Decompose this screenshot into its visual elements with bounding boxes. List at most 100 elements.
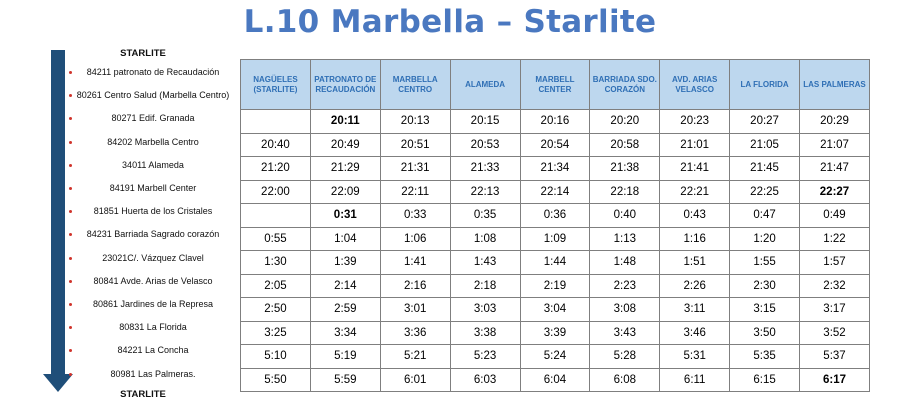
time-cell: 1:16 [659,226,731,251]
time-cell: 22:13 [449,179,521,204]
time-cell: 2:05 [240,273,311,298]
time-cell: 21:29 [309,156,381,181]
time-cell: 1:43 [449,250,521,275]
time-cell: 1:55 [729,250,800,275]
route-stop-label: 34011 Alameda [122,159,184,170]
time-cell: 3:46 [659,320,731,345]
route-stop-label: 84211 patronato de Recaudación [86,67,220,77]
stop-marker-icon [69,303,72,306]
time-cell: 3:25 [240,320,311,345]
time-cell: 2:32 [799,273,870,298]
table-row: 0:55 1:04 1:06 1:08 1:09 1:13 1:16 1:20 1:22 [240,226,870,251]
time-cell: 3:50 [729,320,800,345]
stop-marker-icon [69,187,72,190]
table-row: 21:20 21:29 21:31 21:33 21:34 21:38 21:41 21:45… [240,156,870,181]
time-cell: 5:35 [729,344,800,369]
route-stop-label: 80841 Avde. Arias de Velasco [93,275,213,286]
time-cell: 3:39 [519,320,591,345]
column-header: LA FLORIDA [729,59,800,110]
time-cell: 22:27 [799,179,870,204]
route-stop-label: 84231 Barriada Sagrado corazón [86,229,220,240]
time-cell: 3:34 [309,320,381,345]
time-cell: 22:18 [589,179,661,204]
time-cell: 6:04 [519,367,591,392]
time-cell: 22:14 [519,179,591,204]
column-header: ALAMEDA [449,59,521,110]
time-cell: 2:59 [309,297,381,322]
route-stop-label: 80831 La Florida [119,322,187,333]
time-cell: 20:16 [519,109,591,134]
column-header: MARBELLA CENTRO [379,59,451,110]
route-stop-label: 84191 Marbell Center [109,183,197,193]
column-header: BARRIADA SDO. CORAZÓN [589,59,661,110]
time-cell: 1:20 [729,226,800,251]
time-cell: 1:09 [519,226,591,251]
table-row: 0:31 0:33 0:35 0:36 0:40 0:43 0:47 0:49 [240,203,870,228]
time-cell: 21:07 [799,132,870,157]
time-cell: 6:08 [589,367,661,392]
time-cell: 5:28 [589,344,661,369]
time-cell: 22:00 [240,179,311,204]
route-stop-label: 84221 La Concha [117,345,189,356]
time-cell: 5:59 [309,367,381,392]
time-cell: 3:52 [799,320,870,345]
stop-marker-icon [69,140,72,144]
time-cell: 20:27 [729,109,800,134]
schedule-table: NAGÜELES (STARLITE) PATRONATO DE RECAUDAC… [240,59,870,392]
time-cell: 20:54 [519,132,591,157]
table-row: 5:10 5:19 5:21 5:23 5:24 5:28 5:31 5:35 5:37 [240,344,870,369]
time-cell: 1:44 [519,250,591,275]
table-row: 3:25 3:34 3:36 3:38 3:39 3:43 3:46 3:50 3:52 [240,320,870,345]
time-cell: 2:19 [519,273,591,298]
stop-marker-icon [69,279,72,283]
time-cell: 5:21 [379,344,451,369]
time-cell: 20:53 [449,132,521,157]
table-row: 20:40 20:49 20:51 20:53 20:54 20:58 21:01 21:05… [240,132,870,157]
time-cell: 22:09 [309,179,381,204]
route-stop-label: 80981 Las Palmeras. [110,368,196,379]
time-cell: 3:08 [589,297,661,322]
column-header: NAGÜELES (STARLITE) [240,59,311,110]
time-cell: 3:11 [659,297,731,322]
time-cell: 0:35 [449,203,521,228]
time-cell [240,109,311,134]
time-cell: 0:33 [379,203,451,228]
column-header: LAS PALMERAS [799,59,870,110]
table-row: 20:11 20:13 20:15 20:16 20:20 20:23 20:27 20:29 [240,109,870,134]
time-cell: 21:01 [659,132,731,157]
time-cell: 1:30 [240,250,311,275]
time-cell: 21:34 [519,156,591,181]
time-cell: 20:15 [449,109,521,134]
time-cell: 20:23 [659,109,731,134]
time-cell: 3:01 [379,297,451,322]
time-cell: 6:11 [659,367,731,392]
route-stop-label: 23021C/. Vázquez Clavel [102,252,204,263]
time-cell: 21:31 [379,156,451,181]
stop-marker-icon [69,94,72,98]
time-cell: 22:21 [659,179,731,204]
time-cell: 1:41 [379,250,451,275]
route-stop-label: 80861 Jardines de la Represa [92,299,214,309]
time-cell: 5:23 [449,344,521,369]
time-cell: 2:26 [659,273,731,298]
time-cell: 5:31 [659,344,731,369]
time-cell: 1:13 [589,226,661,251]
table-row: 2:50 2:59 3:01 3:03 3:04 3:08 3:11 3:15 3:17 [240,297,870,322]
time-cell: 5:19 [309,344,381,369]
table-row: 2:05 2:14 2:16 2:18 2:19 2:23 2:26 2:30 2:32 [240,273,870,298]
time-cell: 6:17 [799,367,870,392]
route-stop-label: 81851 Huerta de los Cristales [93,206,213,217]
time-cell: 3:17 [799,297,870,322]
time-cell: 20:49 [309,132,381,157]
time-cell: 0:40 [589,203,661,228]
time-cell: 2:16 [379,273,451,298]
time-cell: 1:48 [589,250,661,275]
time-cell: 1:04 [309,226,381,251]
time-cell: 21:47 [799,156,870,181]
time-cell: 3:15 [729,297,800,322]
time-cell: 5:24 [519,344,591,369]
stop-marker-icon [69,349,72,353]
route-stop-label: 84202 Marbella Centro [107,136,199,147]
column-header: MARBELL CENTER [519,59,591,110]
route-stop-label: 80271 Edif. Granada [111,113,195,124]
